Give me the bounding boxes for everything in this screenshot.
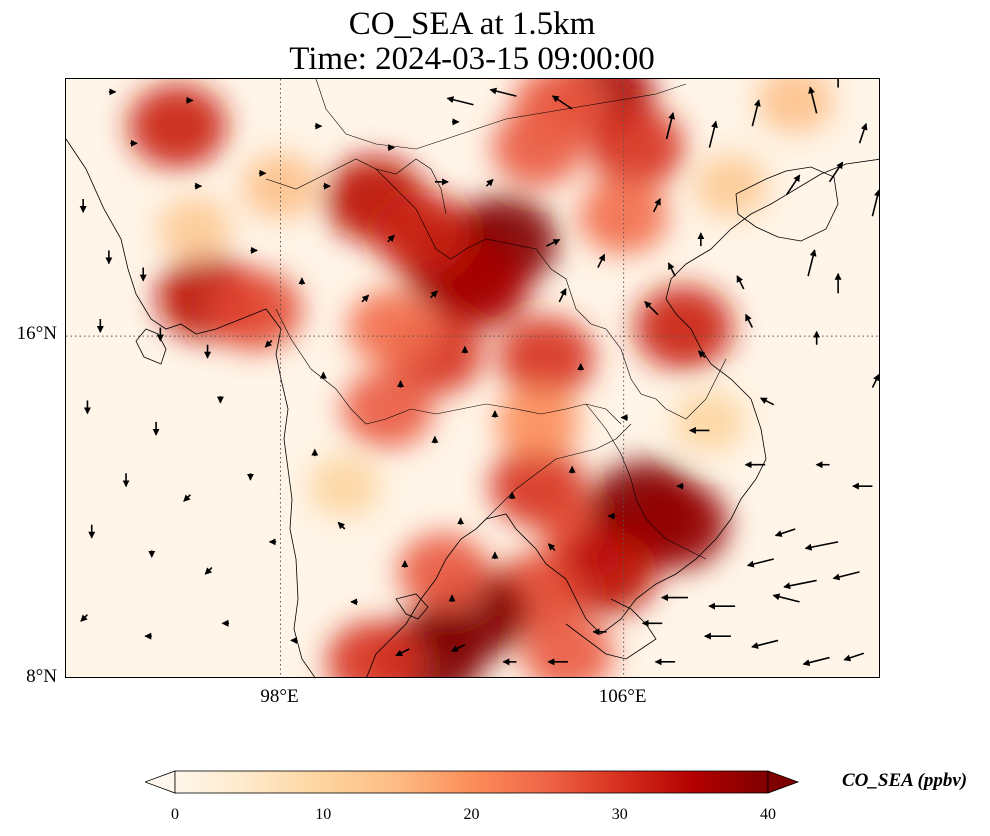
wind-arrow: [832, 571, 860, 581]
co-hotspot: [128, 84, 227, 169]
wind-arrow: [489, 87, 517, 97]
colorbar: [145, 770, 800, 794]
wind-arrow: [772, 593, 800, 603]
wind-arrow: [745, 313, 754, 328]
map-title: CO_SEA at 1.5km: [348, 6, 596, 42]
wind-arrow: [644, 301, 659, 316]
lon-tick-label: 106°E: [598, 686, 647, 707]
country-borders: [265, 79, 727, 560]
wind-arrow: [551, 95, 573, 110]
wind-arrow: [485, 178, 494, 187]
co-hotspot: [522, 614, 614, 677]
wind-arrow: [451, 643, 466, 652]
wind-arrow: [783, 579, 817, 590]
wind-arrow: [80, 614, 89, 622]
coastlines: [66, 138, 879, 677]
wind-arrow: [204, 567, 213, 575]
co-hotspot: [673, 390, 746, 453]
co-hotspot: [579, 178, 669, 255]
wind-arrow: [736, 275, 745, 290]
wind-arrow: [430, 290, 438, 299]
co-hotspot: [397, 532, 490, 611]
wind-arrow: [751, 639, 779, 649]
wind-arrow: [774, 528, 796, 537]
colorbar-tick-label: 20: [463, 806, 480, 823]
wind-arrow: [807, 249, 817, 277]
wind-arrow: [597, 253, 606, 268]
map-subtitle-time: Time: 2024-03-15 09:00:00: [289, 41, 655, 77]
co-hotspot: [372, 191, 472, 276]
colorbar-tick-label: 30: [611, 806, 628, 823]
colorbar-extend-min: [145, 770, 176, 794]
colorbar-tick-label: 40: [760, 806, 776, 823]
co-hotspot: [347, 289, 437, 366]
lat-tick-label: 16°N: [16, 323, 57, 345]
wind-arrow: [446, 96, 474, 106]
colorbar-gradient: [174, 770, 769, 794]
co-hotspot: [492, 108, 584, 187]
wind-arrow: [395, 648, 410, 657]
wind-arrow: [547, 543, 556, 551]
co-hotspot: [326, 620, 423, 677]
co-hotspot: [308, 455, 381, 518]
wind-arrow: [387, 234, 395, 243]
co-hotspot: [588, 106, 685, 189]
wind-arrow: [804, 541, 839, 551]
wind-arrow: [843, 652, 865, 662]
wind-arrow: [871, 373, 879, 388]
wind-arrow: [708, 120, 718, 148]
wind-arrow: [546, 238, 561, 247]
co-concentration-field: [128, 79, 834, 677]
wind-arrow: [746, 558, 774, 568]
co-hotspot: [495, 385, 580, 458]
wind-arrow: [652, 197, 661, 213]
wind-arrow: [361, 294, 370, 303]
wind-vectors: [79, 79, 879, 667]
colorbar-tick-label: 0: [171, 806, 179, 823]
co-hotspot: [622, 479, 728, 570]
wind-arrow: [667, 262, 676, 277]
wind-arrow: [808, 86, 818, 114]
co-hotspot: [157, 197, 232, 261]
co-hotspot: [242, 153, 319, 220]
colorbar-label: CO_SEA (ppbv): [842, 770, 968, 791]
wind-arrow: [828, 161, 844, 183]
wind-arrow: [751, 99, 761, 127]
wind-arrow: [264, 339, 273, 348]
co-hotspot: [342, 370, 434, 448]
wind-arrow: [337, 521, 346, 530]
wind-arrow: [558, 287, 567, 303]
wind-arrow: [802, 656, 830, 667]
wind-arrow: [183, 494, 191, 502]
wind-arrow: [858, 122, 868, 144]
lon-tick-label: 98°E: [260, 686, 299, 707]
co-hotspot: [634, 285, 733, 370]
wind-arrow: [697, 350, 706, 359]
co-hotspot: [693, 154, 769, 219]
map-panel[interactable]: [65, 78, 880, 678]
wind-arrow: [871, 189, 879, 217]
gridlines: [66, 79, 879, 677]
wind-arrow: [665, 112, 675, 140]
colorbar-extend-max: [767, 770, 800, 794]
lat-tick-label: 8°N: [26, 666, 57, 687]
co-hotspot: [498, 316, 595, 399]
co-hotspot: [207, 270, 302, 351]
map-canvas[interactable]: [66, 79, 880, 678]
wind-arrow: [785, 174, 801, 196]
colorbar-tick-label: 10: [315, 806, 332, 823]
wind-arrow: [759, 397, 775, 406]
